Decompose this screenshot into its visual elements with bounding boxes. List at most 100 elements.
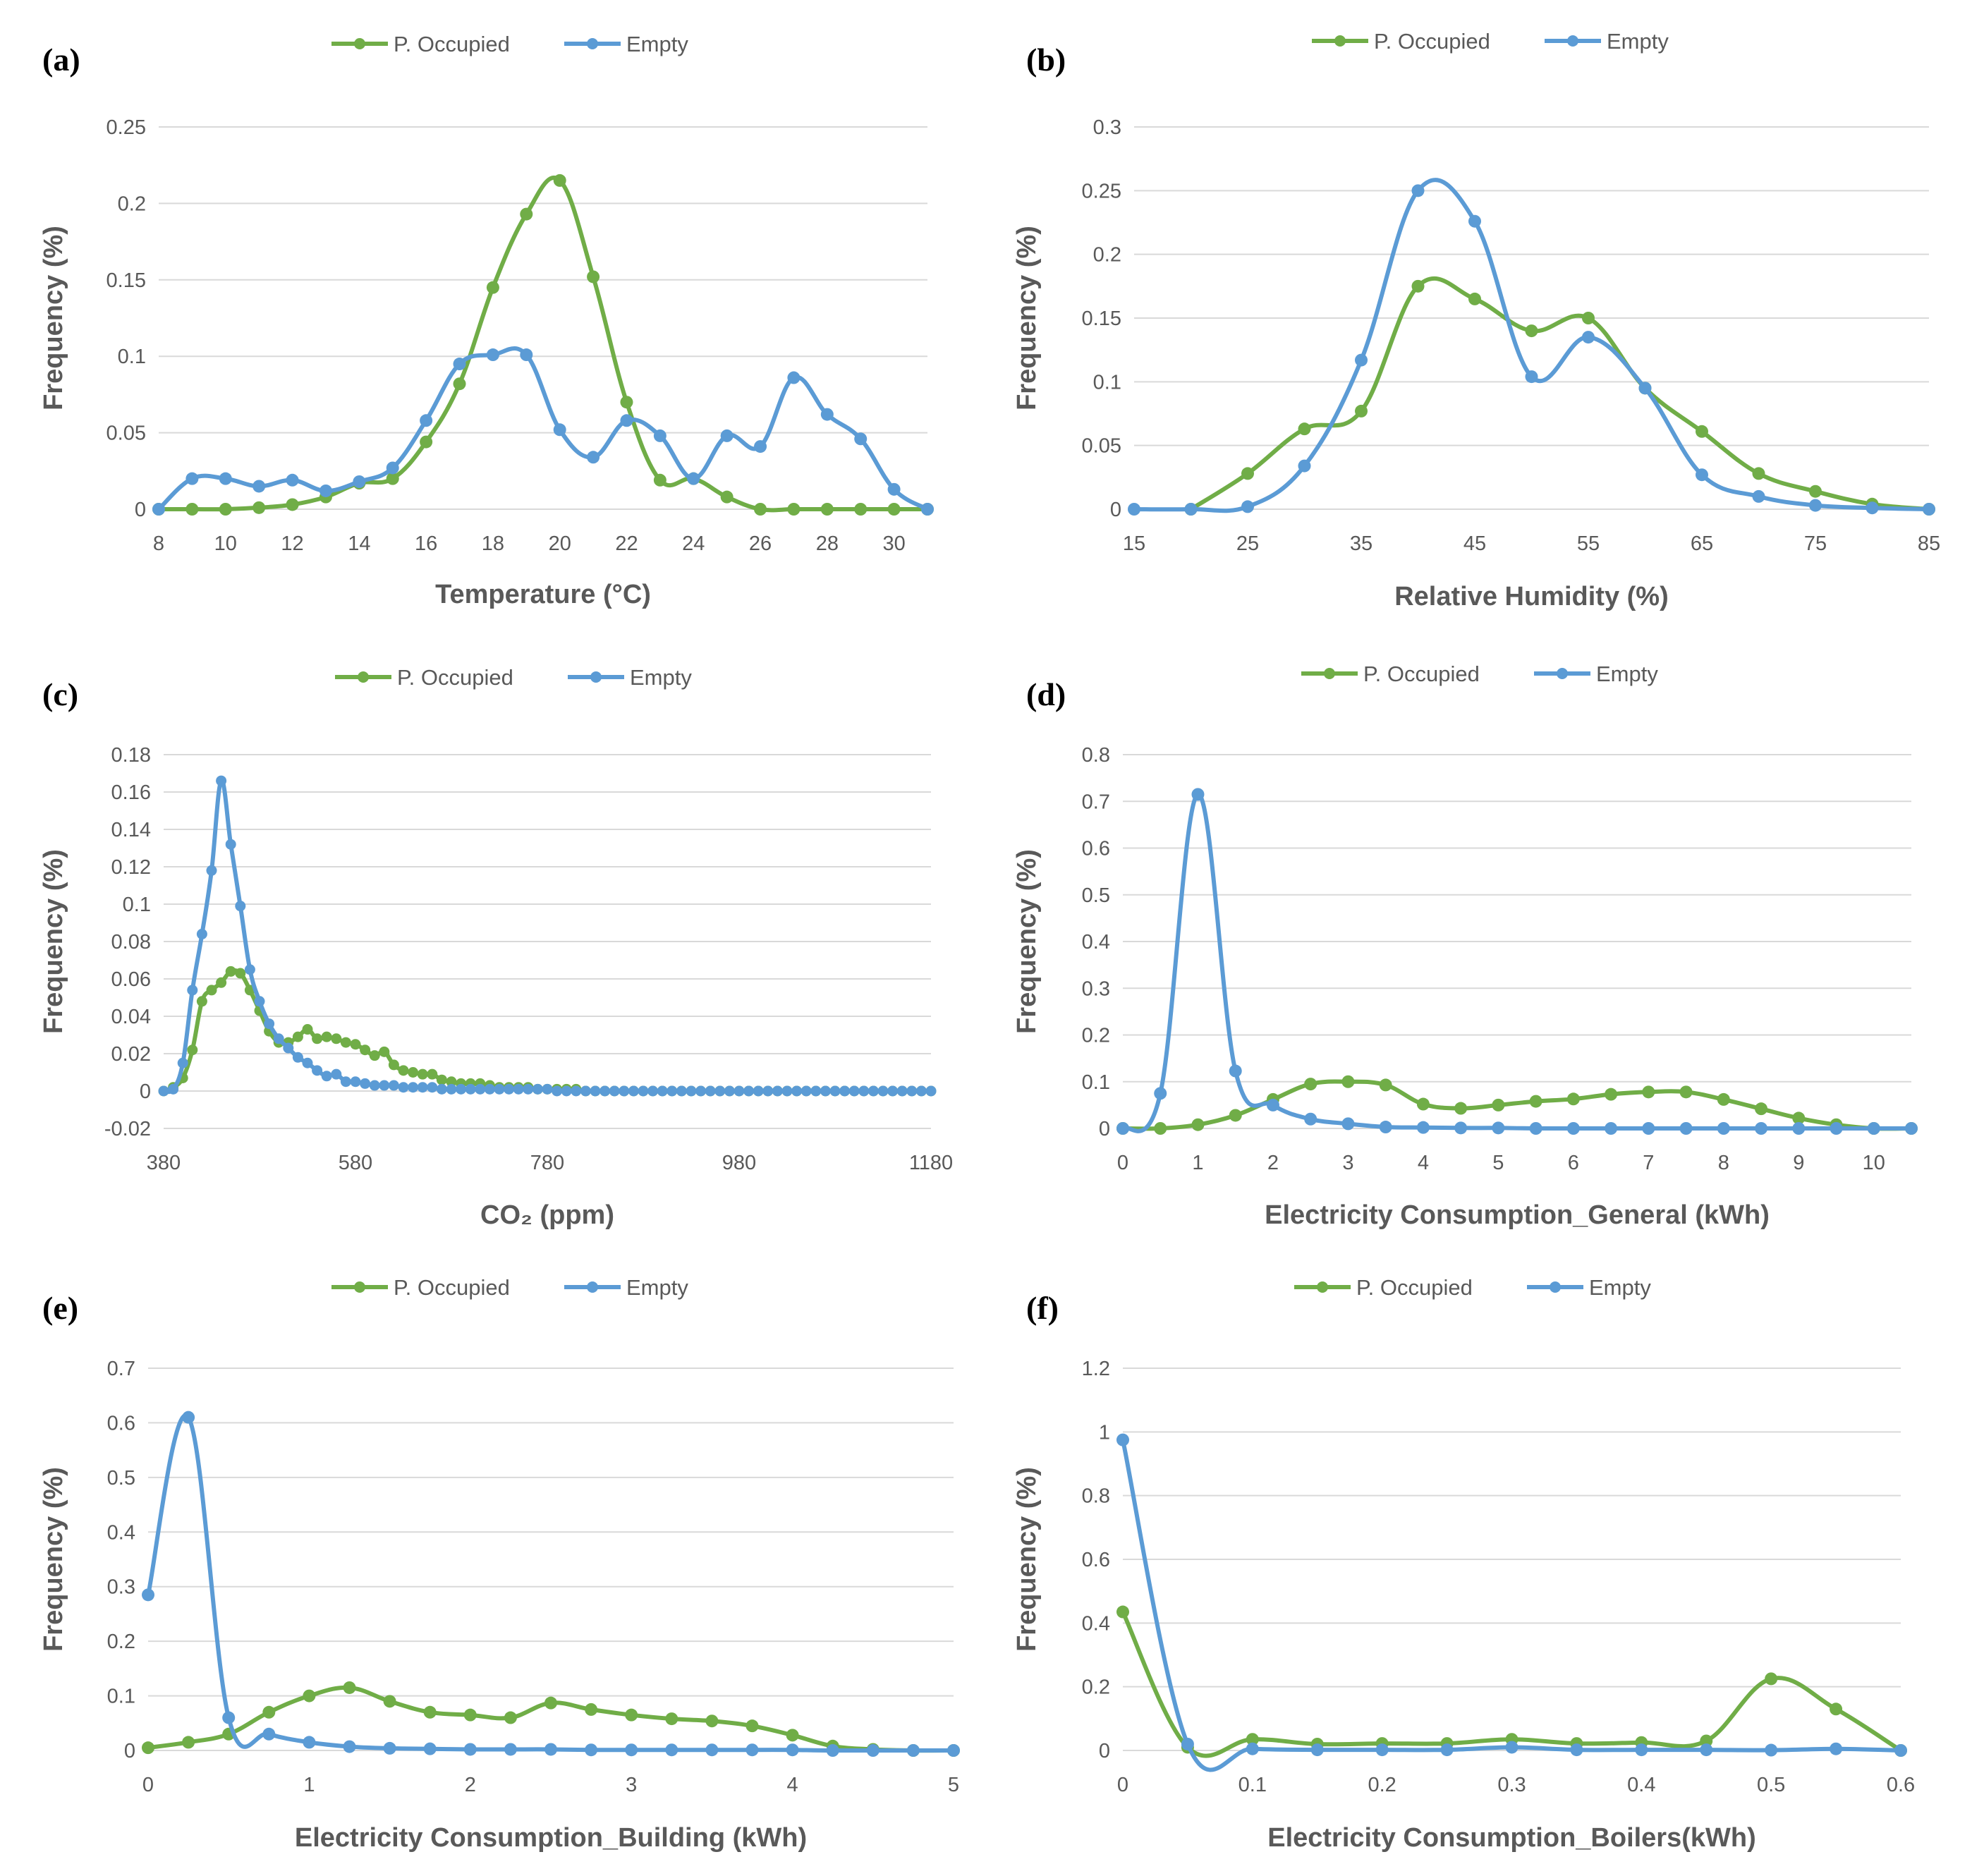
data-point-empty: [625, 1743, 638, 1757]
data-point-occupied: [321, 1031, 332, 1042]
y-tick-label: 0.7: [1082, 791, 1110, 813]
legend-label: P. Occupied: [394, 32, 510, 56]
x-tick-label: 1: [303, 1774, 315, 1796]
data-point-occupied: [1468, 292, 1481, 305]
data-point-empty: [1379, 1121, 1392, 1134]
y-tick-label: 0.14: [111, 819, 151, 841]
y-tick-label: 0: [1099, 1740, 1110, 1762]
data-point-occupied: [705, 1714, 719, 1728]
data-point-empty: [915, 1085, 927, 1097]
y-tick-label: 0.2: [1082, 1676, 1110, 1699]
data-point-empty: [408, 1082, 419, 1093]
legend-marker: [587, 1281, 598, 1293]
y-tick-label: 0.15: [106, 269, 146, 292]
x-axis-title: Relative Humidity (%): [1394, 582, 1669, 611]
y-tick-label: 0.08: [111, 931, 151, 954]
data-point-occupied: [185, 503, 199, 516]
data-point-empty: [628, 1085, 639, 1097]
data-point-empty: [542, 1083, 553, 1095]
data-point-occupied: [1582, 312, 1595, 324]
y-tick-label: 0.8: [1082, 744, 1110, 767]
data-point-empty: [921, 503, 934, 516]
y-tick-label: 0.6: [107, 1412, 135, 1435]
y-tick-label: -0.02: [104, 1118, 151, 1140]
data-point-empty: [552, 1085, 563, 1097]
data-point-empty: [705, 1085, 716, 1097]
data-point-empty: [1411, 184, 1425, 197]
y-tick-label: 0: [124, 1740, 135, 1762]
legend-label: Empty: [630, 665, 692, 690]
data-point-empty: [292, 1052, 303, 1063]
x-tick-label: 5: [948, 1774, 959, 1796]
x-tick-label: 0.3: [1497, 1774, 1526, 1796]
y-tick-label: 0.04: [111, 1006, 151, 1028]
data-point-occupied: [486, 281, 499, 294]
data-point-occupied: [585, 1703, 598, 1716]
y-tick-label: 0: [140, 1080, 151, 1103]
data-point-empty: [686, 1085, 697, 1097]
data-point-empty: [676, 1085, 687, 1097]
data-point-empty: [388, 1080, 399, 1091]
data-point-empty: [321, 1071, 332, 1082]
data-point-empty: [745, 1743, 759, 1757]
x-axis-title: Electricity Consumption_Boilers(kWh): [1267, 1823, 1756, 1853]
series-line-occupied: [1189, 276, 1930, 511]
y-tick-label: 0.1: [123, 894, 151, 916]
data-point-occupied: [420, 435, 433, 449]
y-tick-label: 0.4: [1082, 1612, 1110, 1635]
data-point-empty: [523, 1083, 534, 1095]
data-point-empty: [1341, 1117, 1355, 1131]
y-tick-label: 0: [1099, 1118, 1110, 1140]
y-tick-label: 0.12: [111, 856, 151, 879]
x-tick-label: 30: [882, 532, 905, 555]
data-point-empty: [826, 1744, 839, 1757]
data-point-empty: [185, 472, 199, 485]
data-point-empty: [1605, 1122, 1618, 1135]
data-point-empty: [1830, 1122, 1843, 1135]
data-point-occupied: [312, 1033, 323, 1044]
data-point-empty: [580, 1085, 591, 1097]
legend-label: P. Occupied: [1356, 1275, 1473, 1300]
legend-marker: [587, 38, 598, 49]
x-tick-label: 10: [214, 532, 237, 555]
data-point-empty: [1246, 1742, 1259, 1755]
data-point-empty: [222, 1711, 236, 1724]
y-tick-label: 0.3: [1082, 977, 1110, 1000]
y-tick-label: 0.25: [106, 116, 146, 139]
series-line-occupied: [162, 968, 931, 1094]
legend-label: P. Occupied: [1374, 29, 1490, 54]
data-point-empty: [264, 1018, 275, 1030]
legend-marker: [1334, 35, 1346, 47]
data-point-empty: [1154, 1087, 1167, 1100]
series-line-empty: [1133, 178, 1930, 513]
y-tick-label: 0.05: [1082, 435, 1121, 458]
data-point-empty: [504, 1743, 517, 1756]
data-point-empty: [1679, 1122, 1693, 1135]
x-tick-label: 4: [787, 1774, 798, 1796]
data-point-empty: [1696, 468, 1708, 482]
data-point-empty: [420, 414, 433, 427]
data-point-empty: [762, 1085, 774, 1097]
legend-marker: [1557, 668, 1568, 679]
y-axis-title: Frequency (%): [39, 1467, 68, 1652]
data-point-empty: [494, 1083, 505, 1095]
data-point-occupied: [446, 1076, 457, 1088]
data-point-empty: [398, 1082, 409, 1093]
panel-letter: (a): [42, 42, 80, 78]
data-point-occupied: [1717, 1092, 1730, 1106]
y-axis-title: Frequency (%): [1012, 226, 1042, 410]
data-point-occupied: [1416, 1097, 1430, 1111]
data-point-empty: [340, 1076, 351, 1088]
x-axis-title: CO₂ (ppm): [480, 1200, 614, 1230]
y-tick-label: 0.3: [1093, 116, 1121, 139]
chart-panel-0: (a) 0 0.05 0.1 0.15 0.2 0.25 8 10 12 14 16 18 20 22 24 2…: [39, 32, 934, 609]
data-point-occupied: [423, 1705, 437, 1719]
data-point-empty: [647, 1085, 659, 1097]
data-point-empty: [786, 1743, 799, 1757]
series-line-empty: [1121, 792, 1911, 1133]
data-point-empty: [1505, 1741, 1518, 1754]
data-point-empty: [667, 1085, 678, 1097]
data-point-empty: [1184, 503, 1198, 516]
x-tick-label: 8: [1718, 1152, 1729, 1174]
